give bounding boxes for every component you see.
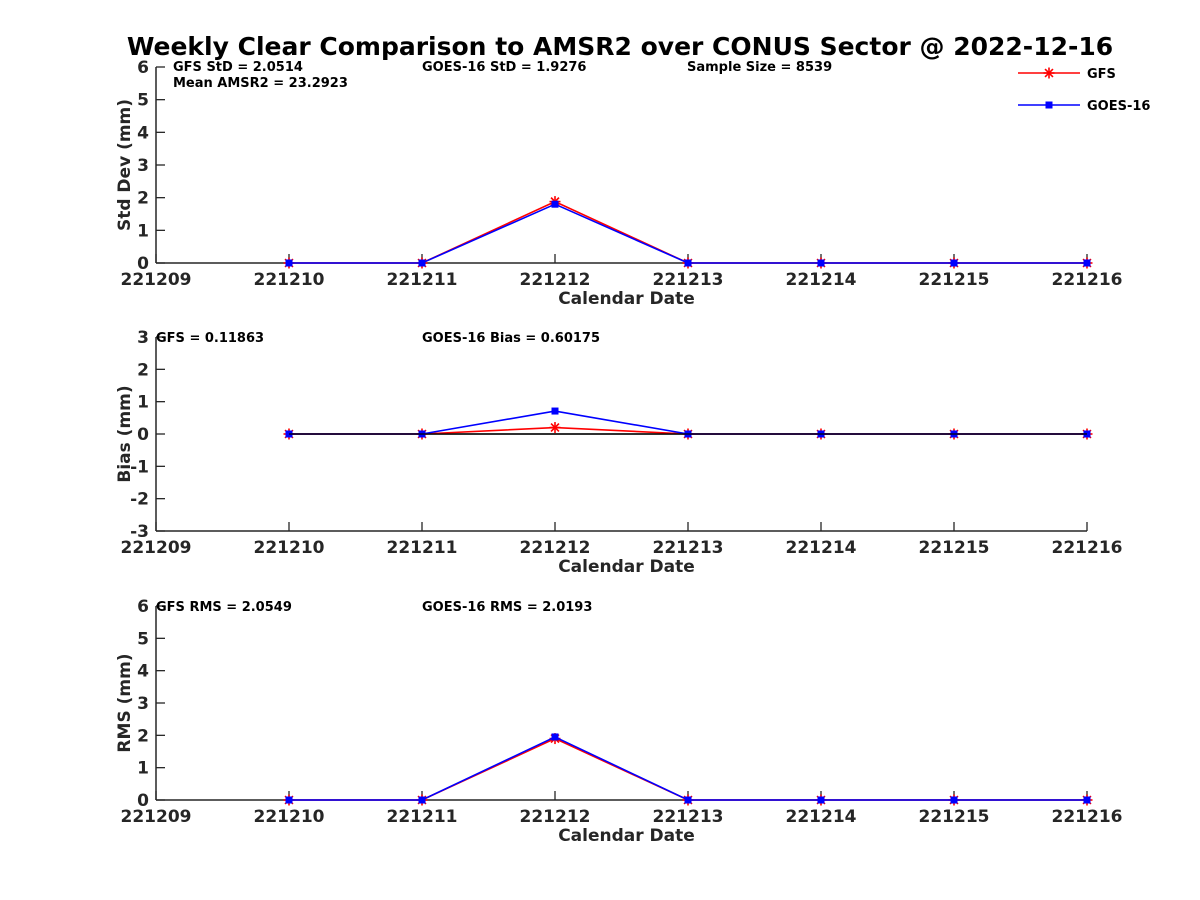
series-gfs xyxy=(283,196,1093,269)
data-point-marker xyxy=(551,733,559,741)
x-tick-label: 221211 xyxy=(387,807,458,827)
stat-annotation: GOES-16 Bias = 0.60175 xyxy=(422,331,600,346)
y-axis-label: Bias (mm) xyxy=(115,385,135,482)
y-tick-label: 3 xyxy=(137,156,149,176)
x-tick-label: 221210 xyxy=(254,538,325,558)
y-tick-label: 4 xyxy=(137,123,149,143)
y-tick-label: -2 xyxy=(130,490,149,510)
x-tick-label: 221210 xyxy=(254,270,325,290)
x-tick-label: 221209 xyxy=(121,270,192,290)
x-tick-label: 221215 xyxy=(919,538,990,558)
stat-annotation: GFS RMS = 2.0549 xyxy=(156,600,292,615)
series-goes-16 xyxy=(285,733,1091,804)
x-tick-label: 221215 xyxy=(919,807,990,827)
data-point-marker xyxy=(551,407,559,415)
y-tick-label: 0 xyxy=(137,254,149,274)
y-tick-label: 1 xyxy=(137,221,149,241)
legend-label: GFS xyxy=(1087,67,1116,82)
data-point-marker xyxy=(817,796,825,804)
x-tick-label: 221214 xyxy=(786,538,857,558)
y-tick-label: 1 xyxy=(137,393,149,413)
y-tick-label: 6 xyxy=(137,597,149,617)
data-point-marker xyxy=(551,200,559,208)
series-line xyxy=(289,200,1087,264)
x-tick-label: 221210 xyxy=(254,807,325,827)
stat-annotation: GFS = 0.11863 xyxy=(156,331,264,346)
subplot-1: 221209 221210 221211 221212 221213 221214 2212… xyxy=(115,58,1122,309)
y-tick-label: 0 xyxy=(137,791,149,811)
x-tick-label: 221209 xyxy=(121,538,192,558)
stat-annotation: GFS StD = 2.0514 xyxy=(173,60,303,75)
subplot-2: 221209 221210 221211 221212 221213 221214 2212… xyxy=(115,328,1122,577)
x-tick-label: 221212 xyxy=(520,270,591,290)
y-tick-label: 1 xyxy=(137,759,149,779)
stat-annotation: Mean AMSR2 = 23.2923 xyxy=(173,76,348,91)
y-tick-label: -3 xyxy=(130,522,149,542)
series-line xyxy=(289,736,1087,801)
data-point-marker xyxy=(950,796,958,804)
y-tick-label: -1 xyxy=(130,457,149,477)
data-point-marker xyxy=(1083,259,1091,267)
legend-marker xyxy=(1043,67,1055,79)
x-axis-label: Calendar Date xyxy=(558,826,695,846)
y-tick-label: 0 xyxy=(137,425,149,445)
x-tick-label: 221211 xyxy=(387,270,458,290)
data-point-marker xyxy=(418,259,426,267)
y-tick-label: 4 xyxy=(137,662,149,682)
data-point-marker xyxy=(418,796,426,804)
chart-title: Weekly Clear Comparison to AMSR2 over CO… xyxy=(127,32,1113,61)
x-tick-label: 221213 xyxy=(653,538,724,558)
series-goes-16 xyxy=(285,407,1091,438)
y-tick-label: 5 xyxy=(137,91,149,111)
subplot-panels: 221209 221210 221211 221212 221213 221214 2212… xyxy=(115,58,1122,846)
data-point-marker xyxy=(549,422,561,434)
x-tick-label: 221216 xyxy=(1052,270,1123,290)
x-axis-label: Calendar Date xyxy=(558,289,695,309)
series-gfs xyxy=(283,733,1093,806)
legend-entry-goes-16: GOES-16 xyxy=(1018,99,1150,114)
series-line xyxy=(289,737,1087,801)
data-point-marker xyxy=(1083,796,1091,804)
legend-entry-gfs: GFS xyxy=(1018,67,1116,82)
stat-annotation: Sample Size = 8539 xyxy=(687,60,832,75)
subplot-3: 221209 221210 221211 221212 221213 221214 2212… xyxy=(115,597,1122,846)
series-goes-16 xyxy=(285,200,1091,267)
y-tick-label: 5 xyxy=(137,629,149,649)
y-tick-label: 2 xyxy=(137,726,149,746)
data-point-marker xyxy=(950,259,958,267)
stat-annotation: GOES-16 StD = 1.9276 xyxy=(422,60,586,75)
x-tick-label: 221215 xyxy=(919,270,990,290)
legend-marker xyxy=(1045,101,1053,109)
legend-label: GOES-16 xyxy=(1087,99,1150,114)
x-tick-label: 221211 xyxy=(387,538,458,558)
y-axis-label: RMS (mm) xyxy=(115,653,135,752)
x-tick-label: 221214 xyxy=(786,807,857,827)
x-tick-label: 221213 xyxy=(653,807,724,827)
x-tick-label: 221214 xyxy=(786,270,857,290)
y-tick-label: 2 xyxy=(137,189,149,209)
x-tick-label: 221212 xyxy=(520,538,591,558)
x-tick-label: 221216 xyxy=(1052,807,1123,827)
stat-annotation: GOES-16 RMS = 2.0193 xyxy=(422,600,592,615)
data-point-marker xyxy=(817,259,825,267)
x-axis-label: Calendar Date xyxy=(558,557,695,577)
y-axis-label: Std Dev (mm) xyxy=(115,99,135,231)
data-point-marker xyxy=(285,259,293,267)
y-tick-label: 3 xyxy=(137,694,149,714)
legend: GFS GOES-16 xyxy=(1018,67,1150,114)
x-tick-label: 221213 xyxy=(653,270,724,290)
y-tick-label: 2 xyxy=(137,360,149,380)
x-tick-label: 221216 xyxy=(1052,538,1123,558)
y-tick-label: 6 xyxy=(137,58,149,78)
data-point-marker xyxy=(285,796,293,804)
data-point-marker xyxy=(684,259,692,267)
x-tick-label: 221209 xyxy=(121,807,192,827)
data-point-marker xyxy=(684,796,692,804)
x-tick-label: 221212 xyxy=(520,807,591,827)
y-tick-label: 3 xyxy=(137,328,149,348)
